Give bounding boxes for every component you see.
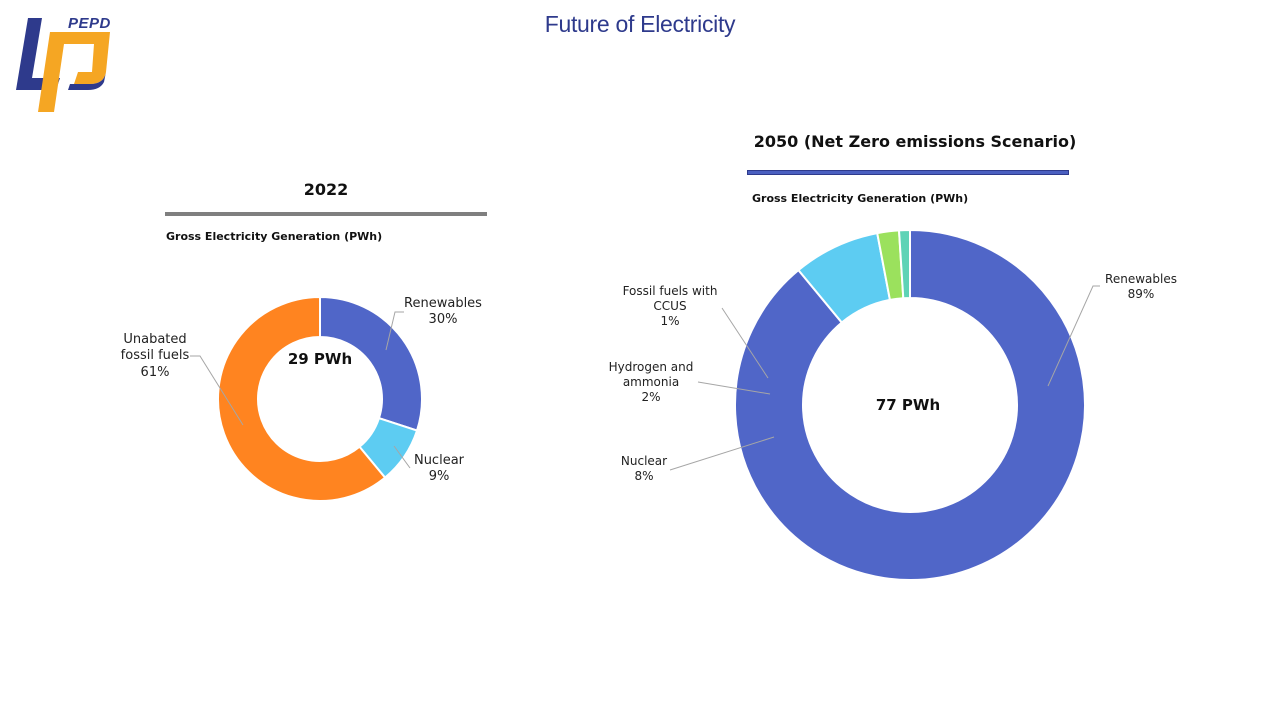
label-percent: 61% [140, 364, 170, 380]
label-name: Hydrogen and [608, 360, 694, 374]
chart1-label-fossil: Unabated fossil fuels 61% [115, 332, 195, 381]
chart1-leader-nuclear [393, 445, 411, 469]
label-name: Fossil fuels with [622, 284, 718, 298]
chart2-leader-hydrogen [697, 381, 771, 395]
label-name: Renewables [1105, 272, 1177, 286]
logo-mark-icon [16, 18, 110, 112]
label-percent: 89% [1127, 287, 1155, 301]
chart1-leader-renewables [385, 311, 404, 351]
label-percent: 9% [428, 469, 450, 485]
label-percent: 8% [634, 469, 654, 483]
chart1-title-bar [165, 212, 487, 216]
page-title: Future of Electricity [544, 11, 736, 37]
chart2-label-ccus: Fossil fuels with CCUS 1% [615, 284, 725, 329]
chart1-label-nuclear: Nuclear 9% [404, 453, 474, 486]
label-name: Nuclear [620, 454, 668, 468]
chart2-leader-renewables [1047, 285, 1100, 387]
chart2-title: 2050 (Net Zero emissions Scenario) [753, 132, 1077, 151]
chart1-subtitle: Gross Electricity Generation (PWh) [166, 230, 383, 243]
label-name: Renewables [404, 296, 482, 311]
label-name: Nuclear [413, 453, 465, 468]
chart1-title: 2022 [303, 180, 349, 199]
chart1-slice-renewables [319, 295, 423, 432]
chart1-center-label: 29 PWh [287, 350, 353, 368]
chart2-slice-fossil-fuels-with-ccus [897, 228, 911, 300]
label-name: Unabated [123, 332, 187, 347]
chart2-leader-nuclear [669, 436, 775, 471]
chart2-leader-ccus [721, 307, 769, 379]
label-name-2: CCUS [653, 299, 687, 313]
chart2-slice-renewables [734, 228, 1086, 581]
chart2-subtitle: Gross Electricity Generation (PWh) [752, 192, 969, 205]
chart2-label-renewables: Renewables 89% [1098, 272, 1184, 302]
pepd-logo: PEPD [14, 14, 114, 116]
label-percent: 30% [428, 312, 458, 328]
chart1-label-renewables: Renewables 30% [398, 296, 488, 329]
label-name-2: ammonia [622, 375, 680, 389]
chart2-title-bar [747, 170, 1069, 175]
label-name-2: fossil fuels [120, 348, 190, 364]
chart2-label-hydrogen: Hydrogen and ammonia 2% [604, 360, 698, 405]
label-percent: 2% [641, 390, 661, 404]
chart2-label-nuclear: Nuclear 8% [614, 454, 674, 484]
logo-text: PEPD [68, 15, 111, 32]
chart1-slice-unabated-fossil-fuels [217, 295, 387, 502]
label-percent: 1% [660, 314, 680, 328]
chart2-center-label: 77 PWh [875, 396, 941, 414]
chart1-leader-fossil [190, 355, 244, 426]
